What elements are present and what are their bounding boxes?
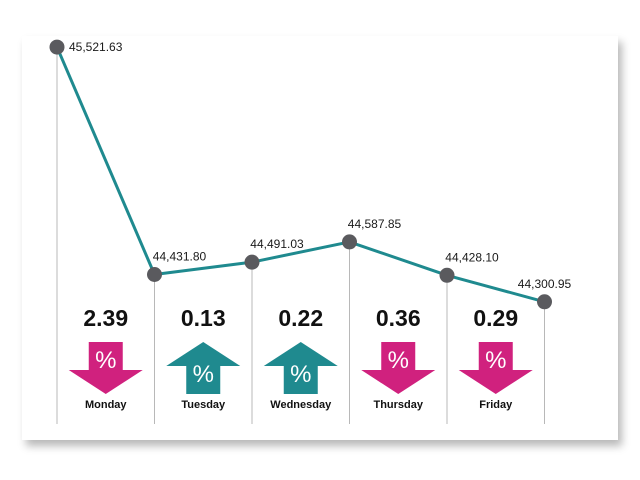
percent-change-label: 0.36 <box>376 305 421 331</box>
data-label: 45,521.63 <box>69 40 123 54</box>
data-point-marker <box>439 267 455 283</box>
data-point-marker <box>147 266 162 282</box>
data-label: 44,300.95 <box>518 277 572 291</box>
day-label: Thursday <box>373 399 423 411</box>
data-label: 44,587.85 <box>348 217 402 231</box>
up-arrow-icon <box>166 342 241 394</box>
down-arrow-icon <box>68 342 143 394</box>
day-label: Tuesday <box>181 399 226 411</box>
series-line <box>55 46 545 304</box>
percent-symbol: % <box>485 347 506 374</box>
day-label: Friday <box>479 399 513 411</box>
data-point-marker <box>537 294 552 310</box>
data-label: 44,491.03 <box>250 237 304 251</box>
data-point-marker <box>49 39 65 55</box>
percent-symbol: % <box>290 361 311 388</box>
percent-symbol: % <box>95 347 116 374</box>
percent-symbol: % <box>388 347 409 374</box>
percent-change-label: 0.13 <box>181 305 226 331</box>
percent-change-label: 2.39 <box>83 305 128 331</box>
down-arrow-icon <box>458 342 533 394</box>
percent-change-label: 0.22 <box>278 305 323 331</box>
day-label: Monday <box>85 399 127 411</box>
data-point-marker <box>342 234 357 250</box>
percent-symbol: % <box>193 361 214 388</box>
day-label: Wednesday <box>270 399 332 411</box>
data-label: 44,428.10 <box>445 250 499 264</box>
up-arrow-icon <box>263 342 338 394</box>
data-label: 44,431.80 <box>153 249 207 263</box>
percent-change-label: 0.29 <box>473 305 518 331</box>
down-arrow-icon <box>361 342 436 394</box>
data-point-marker <box>244 254 260 270</box>
